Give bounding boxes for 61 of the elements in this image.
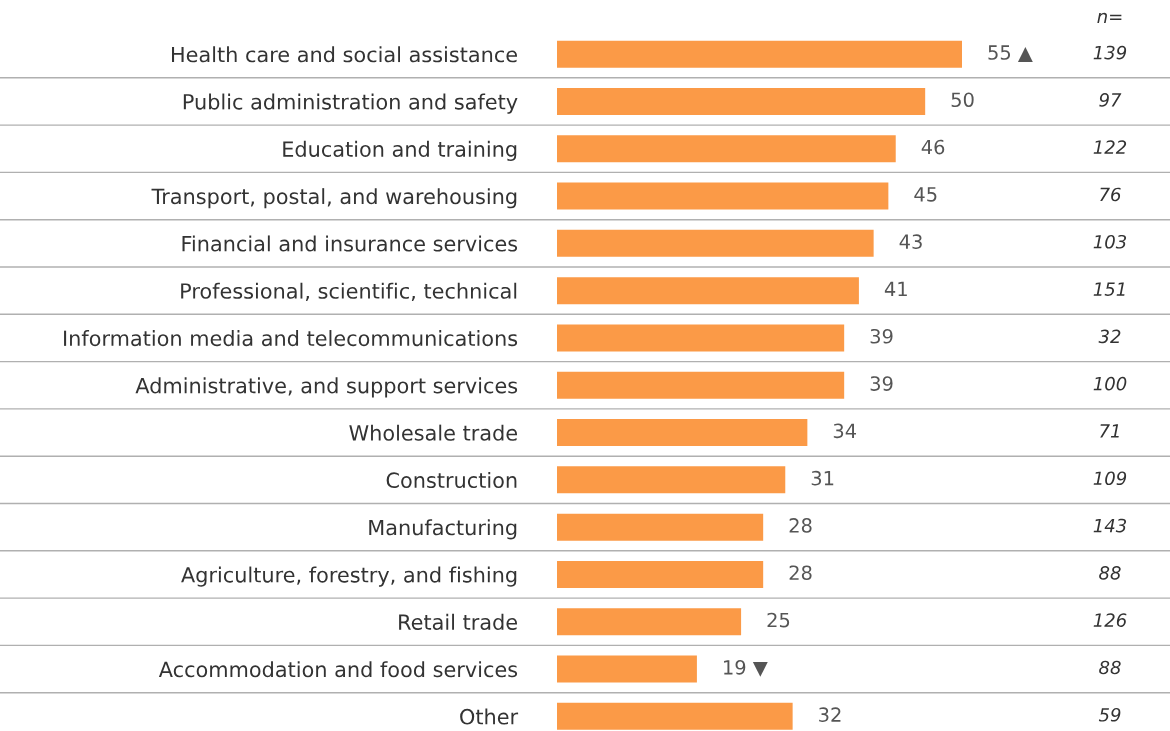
- y-tick-label: Manufacturing: [369, 519, 517, 540]
- y-tick-label: Health care and social assistance: [172, 46, 518, 63]
- y-tick-label: Wholesale trade: [349, 424, 517, 441]
- text: 139: [1093, 45, 1127, 60]
- text: 143: [1093, 518, 1127, 533]
- text: 71: [1100, 424, 1119, 438]
- data-label: 39: [870, 376, 893, 391]
- bar: [557, 655, 697, 683]
- bar: [557, 419, 808, 447]
- data-label: 31: [811, 470, 834, 486]
- data-label: 55 ▲: [988, 45, 1033, 62]
- data-label: 25: [767, 612, 790, 628]
- text: 122: [1093, 140, 1127, 154]
- y-tick-label: Information media and telecommunications: [64, 330, 518, 347]
- text: 32: [1098, 329, 1121, 344]
- text: 109: [1093, 471, 1127, 486]
- data-label: 19 ▼: [724, 659, 768, 677]
- text: 100: [1093, 376, 1127, 391]
- y-tick-label: Transport, postal, and warehousing: [151, 188, 517, 209]
- text: 88: [1099, 566, 1121, 580]
- y-tick-label: Construction: [386, 471, 517, 489]
- text: n=: [1097, 12, 1122, 23]
- bar: [557, 702, 793, 730]
- text: 97: [1099, 93, 1122, 107]
- text: 59: [1098, 707, 1121, 722]
- text: 76: [1100, 187, 1121, 202]
- data-label: 32: [819, 707, 841, 722]
- y-tick-label: Other: [460, 708, 519, 725]
- y-tick-label: Accommodation and food services: [158, 661, 518, 678]
- data-label: 39: [870, 328, 893, 344]
- bar: [557, 324, 845, 352]
- bar: [557, 135, 896, 163]
- data-label: 50: [951, 92, 974, 108]
- y-tick-label: Education and training: [283, 140, 517, 161]
- data-label: 28: [789, 565, 812, 581]
- data-label: 46: [921, 139, 945, 155]
- bar: [557, 560, 764, 588]
- y-tick-label: Public administration and safety: [183, 93, 518, 114]
- y-tick-label: Professional, scientific, technical: [181, 282, 517, 301]
- text: 126: [1093, 613, 1127, 627]
- y-tick-label: Agriculture, forestry, and fishing: [181, 566, 517, 587]
- data-label: 34: [833, 423, 857, 439]
- y-tick-label: Administrative, and support services: [135, 377, 518, 398]
- bar: [557, 371, 845, 399]
- y-tick-label: Retail trade: [399, 613, 517, 630]
- data-label: 28: [789, 518, 812, 533]
- text: 88: [1099, 660, 1121, 675]
- bar: [557, 513, 764, 541]
- bar: [557, 182, 889, 210]
- bar: [557, 277, 859, 305]
- text: 151: [1093, 282, 1125, 296]
- data-label: 41: [884, 281, 907, 297]
- data-label: 43: [899, 234, 922, 249]
- bar: [557, 608, 742, 636]
- bar: [557, 466, 786, 494]
- bar: [557, 229, 874, 257]
- bar: [557, 40, 962, 68]
- bar: [557, 87, 926, 115]
- text: 103: [1093, 234, 1127, 249]
- data-label: 45: [914, 187, 937, 202]
- y-tick-label: Financial and insurance services: [182, 235, 518, 252]
